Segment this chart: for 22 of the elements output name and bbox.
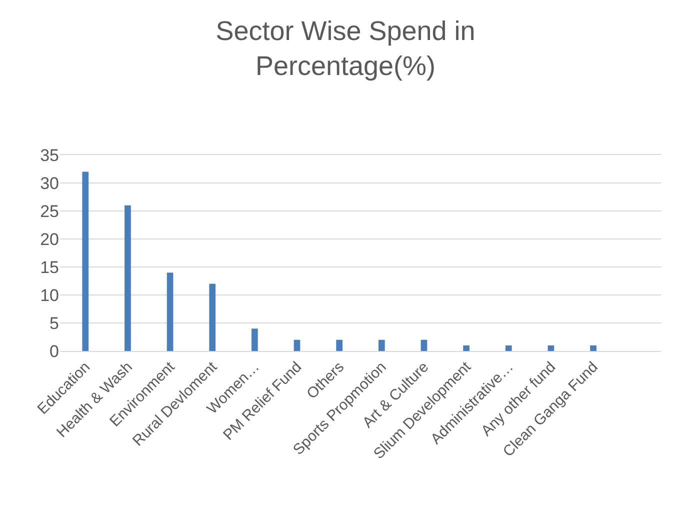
bar (252, 328, 258, 351)
bar (124, 205, 131, 351)
y-tick-label: 20 (40, 230, 59, 249)
bar (378, 340, 385, 351)
bar (82, 172, 89, 351)
y-tick-label: 25 (40, 202, 59, 221)
bar (463, 345, 470, 351)
bar (294, 340, 300, 351)
bar (209, 284, 216, 351)
bar (505, 345, 512, 351)
y-tick-label: 35 (40, 146, 59, 165)
y-tick-label: 10 (40, 286, 59, 305)
bar (420, 340, 428, 351)
chart-title: Sector Wise Spend in Percentage(%) (216, 16, 476, 81)
bar (166, 272, 174, 351)
y-tick-label: 5 (50, 314, 59, 333)
y-tick-label: 15 (40, 258, 59, 277)
bar (590, 345, 596, 351)
bar (336, 340, 343, 351)
bar (548, 345, 554, 351)
y-tick-label: 0 (50, 342, 59, 361)
y-tick-label: 30 (40, 174, 59, 193)
